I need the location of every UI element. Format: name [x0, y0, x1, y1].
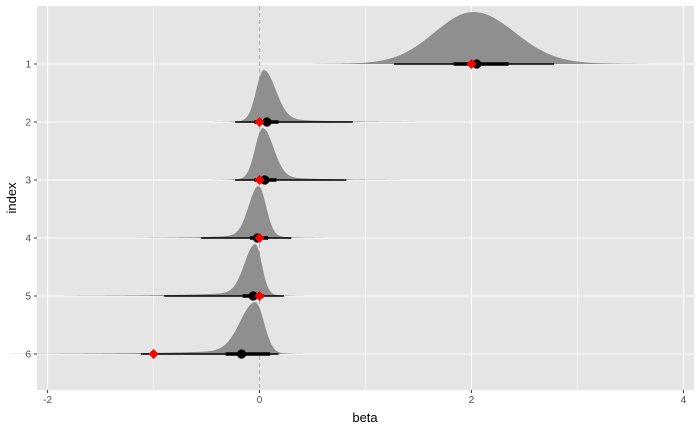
point-estimate [260, 175, 270, 185]
point-estimate [262, 117, 272, 127]
ridge-row-2 [201, 70, 423, 127]
x-tick-label: 2 [469, 395, 475, 406]
true-value-marker [254, 117, 265, 127]
y-tick-label: 2 [25, 118, 31, 129]
ridge-row-3 [200, 128, 408, 185]
y-tick-label: 5 [25, 292, 31, 303]
y-tick-label: 6 [25, 350, 31, 361]
y-axis-title: index [4, 182, 19, 214]
ridge-row-5 [55, 244, 318, 301]
ridge-row-1 [300, 12, 661, 69]
y-tick-label: 4 [25, 234, 31, 245]
density-ridge [55, 244, 318, 296]
y-tick-label: 3 [25, 176, 31, 187]
true-value-marker [466, 59, 477, 69]
true-value-marker [254, 175, 265, 185]
true-value-marker [148, 349, 159, 359]
density-ridge [201, 70, 423, 122]
true-value-marker [254, 233, 265, 243]
x-tick-label: 0 [257, 395, 263, 406]
point-estimate [248, 291, 258, 301]
density-ridge [300, 12, 661, 64]
x-tick-label: -2 [43, 395, 52, 406]
true-value-marker [254, 291, 265, 301]
ridge-rows [0, 12, 661, 359]
x-axis: -2 0 2 4 [43, 390, 687, 406]
ridge-row-4 [127, 186, 335, 243]
x-axis-title: beta [352, 410, 378, 425]
point-estimate [472, 59, 482, 69]
ridge-row-6 [0, 302, 318, 359]
y-tick-label: 1 [25, 60, 31, 71]
y-axis: 1 2 3 4 5 6 [25, 60, 37, 361]
density-ridge [0, 302, 318, 354]
density-ridge [200, 128, 408, 180]
point-estimate [236, 349, 247, 359]
x-tick-label: 4 [681, 395, 687, 406]
